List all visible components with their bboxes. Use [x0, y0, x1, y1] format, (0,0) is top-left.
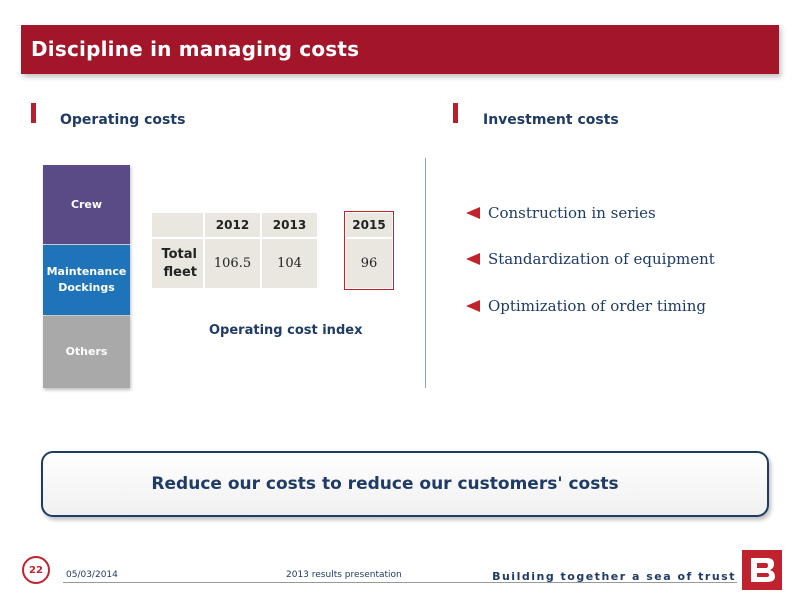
- maintenance-label-line1: Maintenance: [46, 265, 127, 278]
- others-block: Others: [43, 316, 130, 388]
- table-corner: [152, 213, 203, 237]
- logo-b-icon: [751, 558, 775, 582]
- title-bar: Discipline in managing costs: [21, 25, 779, 74]
- bullet-item: Construction in series: [466, 204, 656, 222]
- year-header: 2015: [346, 213, 392, 237]
- highlight-2015-box: [344, 211, 394, 290]
- footer-tagline: Building together a sea of trust: [492, 570, 736, 583]
- maintenance-dockings-label: Maintenance Dockings: [47, 264, 127, 296]
- crew-label: Crew: [70, 197, 103, 211]
- bullet-text: Construction in series: [488, 204, 656, 222]
- bullet-text: Optimization of order timing: [488, 297, 706, 315]
- page-number: 22: [22, 556, 50, 584]
- triangle-bullet-icon: [466, 253, 480, 265]
- investment-costs-heading: Investment costs: [483, 112, 619, 128]
- table-value: 96: [346, 239, 392, 288]
- footer-rule: [63, 582, 737, 583]
- section-marker: [453, 103, 458, 123]
- year-header: 2013: [262, 213, 317, 237]
- row-label-line1: Total: [161, 246, 197, 262]
- bullet-text: Standardization of equipment: [488, 250, 715, 268]
- callout-text: Reduce our costs to reduce our customers…: [151, 474, 619, 494]
- row-label: Total fleet: [152, 239, 203, 288]
- callout-box: Reduce our costs to reduce our customers…: [41, 451, 769, 517]
- page-title: Discipline in managing costs: [31, 37, 360, 61]
- operating-costs-heading: Operating costs: [60, 112, 186, 128]
- column-divider: [425, 158, 426, 388]
- table-value: 104: [262, 239, 317, 288]
- triangle-bullet-icon: [466, 207, 480, 219]
- section-marker: [31, 103, 36, 123]
- index-caption: Operating cost index: [209, 323, 363, 338]
- crew-block: Crew: [43, 165, 130, 244]
- footer-presentation: 2013 results presentation: [286, 570, 402, 580]
- bullet-item: Optimization of order timing: [466, 297, 706, 315]
- triangle-bullet-icon: [466, 300, 480, 312]
- footer-date: 05/03/2014: [66, 570, 118, 580]
- others-label: Others: [65, 345, 108, 358]
- table-value: 106.5: [205, 239, 260, 288]
- company-logo: [742, 550, 782, 590]
- maintenance-dockings-block: Maintenance Dockings: [43, 245, 130, 315]
- maintenance-label-line2: Dockings: [58, 281, 115, 294]
- bullet-item: Standardization of equipment: [466, 250, 715, 268]
- row-label-line2: fleet: [163, 264, 197, 280]
- year-header: 2012: [205, 213, 260, 237]
